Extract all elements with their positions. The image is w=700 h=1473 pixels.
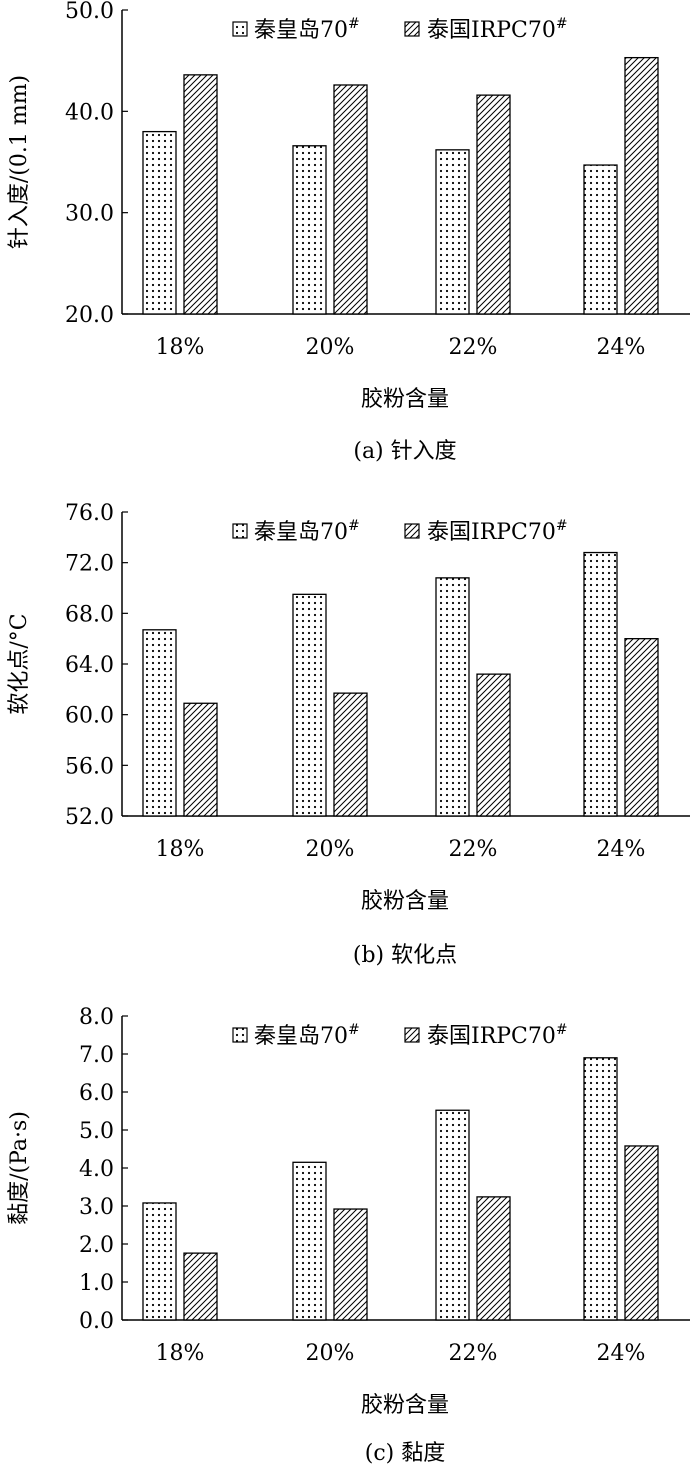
y-tick-label: 8.0 <box>79 1005 114 1030</box>
x-tick-label: 18% <box>156 1341 205 1366</box>
x-tick-label: 22% <box>449 1341 498 1366</box>
bar-irpc-24pct <box>624 56 659 315</box>
chart-panel-b: 52.0 56.0 60.0 64.0 68.0 72.0 76.0 18% 20% 22% 24%… <box>7 501 690 968</box>
bar-irpc-18pct <box>183 702 218 817</box>
x-tick-label: 18% <box>156 837 205 862</box>
bar-irpc-20pct <box>333 1208 368 1321</box>
y-axis-label: 软化点/°C <box>7 613 32 714</box>
x-tick-label: 20% <box>306 837 355 862</box>
y-tick-label: 7.0 <box>79 1043 114 1068</box>
x-tick-label: 24% <box>597 837 646 862</box>
y-tick-label: 5.0 <box>79 1119 114 1144</box>
bar-irpc-20pct <box>333 692 368 817</box>
x-tick-label: 20% <box>306 335 355 360</box>
y-tick-label: 76.0 <box>65 501 114 526</box>
legend-swatch-qinhuangdao <box>232 21 248 37</box>
legend-swatch-irpc <box>404 523 420 539</box>
x-tick-label: 22% <box>449 837 498 862</box>
y-tick-label: 52.0 <box>65 805 114 830</box>
bar-irpc-22pct <box>476 673 511 817</box>
y-tick-label: 64.0 <box>65 653 114 678</box>
legend-swatch-qinhuangdao <box>232 523 248 539</box>
bar-irpc-20pct <box>333 84 368 315</box>
legend-label-qinhuangdao: 秦皇岛70# <box>254 16 360 43</box>
y-tick-label: 30.0 <box>65 202 114 227</box>
y-tick-label: 20.0 <box>65 303 114 328</box>
y-axis-label: 黏度/(Pa·s) <box>7 1111 32 1225</box>
legend-label-irpc: 泰国IRPC70# <box>427 1022 568 1049</box>
legend-label-irpc: 泰国IRPC70# <box>427 16 568 43</box>
x-tick-label: 22% <box>449 335 498 360</box>
legend-label-qinhuangdao: 秦皇岛70# <box>254 1022 360 1049</box>
legend-label-qinhuangdao: 秦皇岛70# <box>254 518 360 545</box>
x-axis-label: 胶粉含量 <box>361 387 449 412</box>
bar-irpc-22pct <box>476 1196 511 1321</box>
bar-irpc-18pct <box>183 74 218 315</box>
x-axis-label: 胶粉含量 <box>361 889 449 914</box>
chart-panel-c: 0.0 1.0 2.0 3.0 4.0 5.0 6.0 7.0 8.0 18% 20% 22% 24% 秦… <box>7 1005 690 1466</box>
bar-qinhuangdao-24pct <box>583 164 618 315</box>
bar-irpc-22pct <box>476 94 511 315</box>
bar-qinhuangdao-24pct <box>583 1057 618 1321</box>
x-tick-label: 24% <box>597 335 646 360</box>
bar-qinhuangdao-22pct <box>435 577 470 817</box>
bar-qinhuangdao-20pct <box>292 593 327 817</box>
chart-caption: (a) 针入度 <box>353 439 456 464</box>
bar-qinhuangdao-20pct <box>292 145 327 315</box>
x-tick-label: 24% <box>597 1341 646 1366</box>
y-tick-label: 0.0 <box>79 1309 114 1334</box>
bar-qinhuangdao-22pct <box>435 149 470 315</box>
bar-qinhuangdao-18pct <box>142 629 177 817</box>
bar-qinhuangdao-24pct <box>583 551 618 817</box>
bar-irpc-24pct <box>624 1145 659 1321</box>
bar-qinhuangdao-18pct <box>142 1202 177 1321</box>
y-tick-label: 68.0 <box>65 602 114 627</box>
y-tick-label: 50.0 <box>65 0 114 24</box>
legend-swatch-irpc <box>404 1027 420 1043</box>
chart-caption: (c) 黏度 <box>365 1441 445 1466</box>
bar-irpc-24pct <box>624 638 659 817</box>
bar-irpc-18pct <box>183 1252 218 1321</box>
x-tick-label: 18% <box>156 335 205 360</box>
y-tick-label: 1.0 <box>79 1271 114 1296</box>
y-tick-label: 72.0 <box>65 552 114 577</box>
legend-swatch-qinhuangdao <box>232 1027 248 1043</box>
y-tick-label: 2.0 <box>79 1233 114 1258</box>
y-tick-label: 3.0 <box>79 1195 114 1220</box>
x-axis-label: 胶粉含量 <box>361 1393 449 1418</box>
bar-qinhuangdao-20pct <box>292 1161 327 1321</box>
y-tick-label: 40.0 <box>65 100 114 125</box>
y-tick-label: 60.0 <box>65 704 114 729</box>
bar-qinhuangdao-18pct <box>142 130 177 315</box>
chart-caption: (b) 软化点 <box>353 943 457 968</box>
legend-swatch-irpc <box>404 21 420 37</box>
chart-panel-a: 20.0 30.0 40.0 50.0 18% 20% 22% 24% 秦皇岛70# 泰国IRPC… <box>7 0 690 464</box>
y-tick-label: 6.0 <box>79 1081 114 1106</box>
bar-qinhuangdao-22pct <box>435 1109 470 1321</box>
legend-label-irpc: 泰国IRPC70# <box>427 518 568 545</box>
x-tick-label: 20% <box>306 1341 355 1366</box>
y-axis-label: 针入度/(0.1 mm) <box>7 75 32 249</box>
y-tick-label: 56.0 <box>65 754 114 779</box>
y-tick-label: 4.0 <box>79 1157 114 1182</box>
